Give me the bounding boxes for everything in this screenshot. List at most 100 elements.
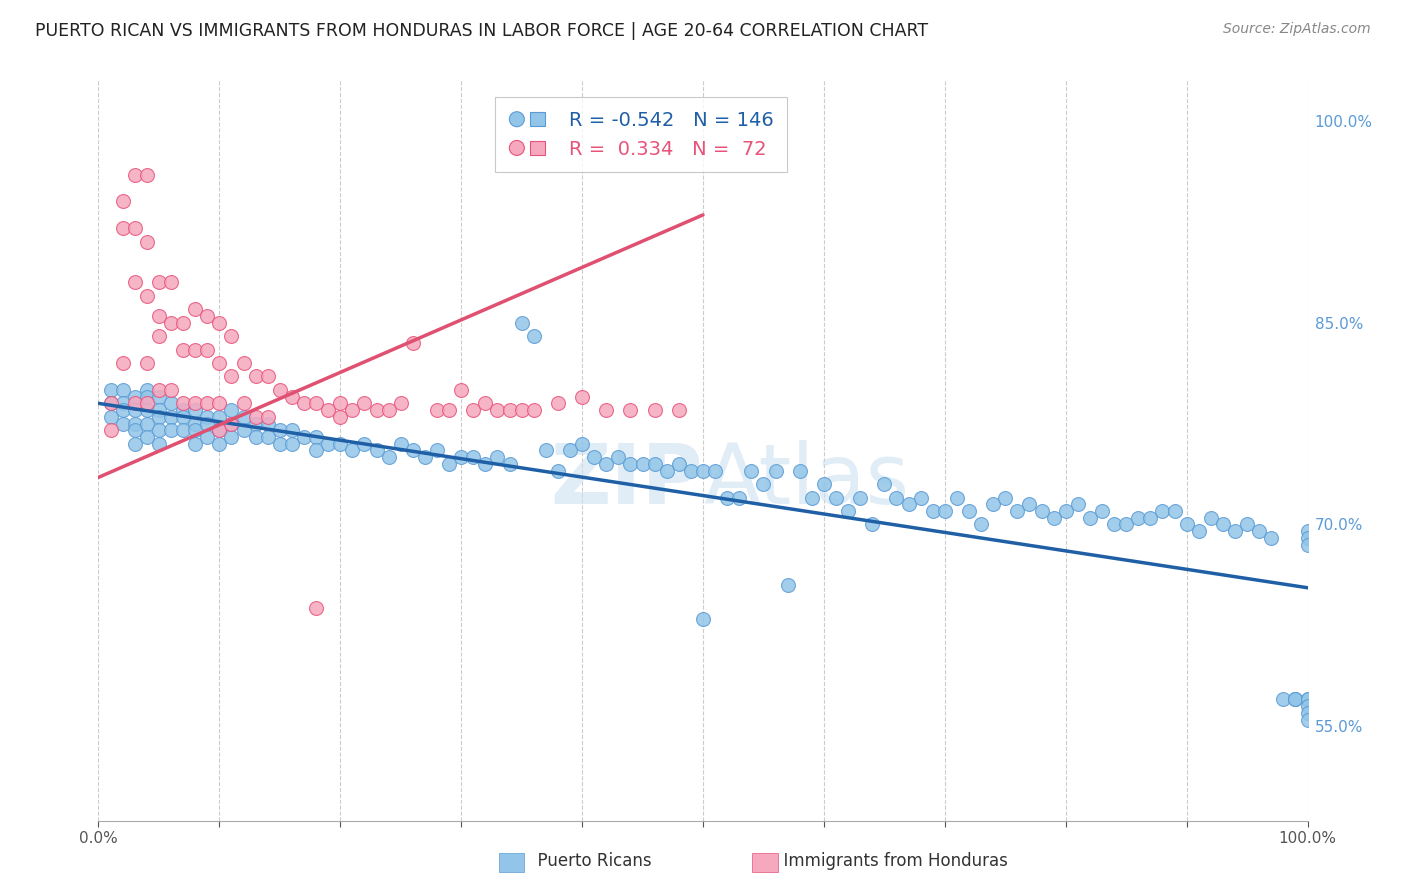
Point: [813, 477, 835, 491]
Point: [292, 430, 315, 444]
Point: [655, 464, 678, 478]
Point: [994, 491, 1017, 505]
Point: [148, 423, 170, 437]
Point: [172, 423, 194, 437]
Point: [100, 409, 122, 424]
Point: [148, 403, 170, 417]
Point: [474, 396, 496, 410]
Point: [124, 423, 146, 437]
Point: [873, 477, 896, 491]
Point: [595, 457, 617, 471]
Point: [232, 423, 254, 437]
Point: [329, 396, 352, 410]
Point: [450, 450, 472, 465]
Point: [752, 477, 775, 491]
Point: [402, 443, 425, 458]
Point: [1223, 524, 1246, 539]
Point: [305, 601, 328, 615]
Point: [160, 409, 183, 424]
Point: [135, 417, 157, 431]
Point: [316, 436, 339, 450]
Point: [160, 383, 183, 397]
Point: [208, 423, 231, 437]
Point: [172, 396, 194, 410]
Point: [172, 409, 194, 424]
Point: [184, 423, 207, 437]
Text: Puerto Ricans: Puerto Ricans: [527, 852, 652, 870]
Point: [595, 403, 617, 417]
Point: [184, 403, 207, 417]
Point: [281, 390, 304, 404]
Point: [437, 403, 460, 417]
Point: [1284, 692, 1306, 706]
Point: [740, 464, 762, 478]
Point: [498, 457, 520, 471]
Point: [353, 396, 375, 410]
Point: [221, 417, 243, 431]
Point: [897, 497, 920, 511]
Point: [1296, 713, 1319, 727]
Point: [305, 430, 328, 444]
Point: [195, 430, 218, 444]
Point: [679, 464, 702, 478]
Point: [837, 504, 859, 518]
Point: [1296, 692, 1319, 706]
Point: [245, 409, 267, 424]
Point: [100, 423, 122, 437]
Text: PUERTO RICAN VS IMMIGRANTS FROM HONDURAS IN LABOR FORCE | AGE 20-64 CORRELATION : PUERTO RICAN VS IMMIGRANTS FROM HONDURAS…: [35, 22, 928, 40]
Point: [160, 396, 183, 410]
Point: [571, 436, 593, 450]
Point: [256, 430, 278, 444]
Point: [148, 436, 170, 450]
Point: [1284, 692, 1306, 706]
Point: [523, 329, 546, 343]
Point: [135, 403, 157, 417]
Point: [389, 396, 412, 410]
Point: [184, 396, 207, 410]
Point: [1296, 699, 1319, 714]
Point: [692, 612, 714, 626]
Point: [1067, 497, 1090, 511]
Text: Immigrants from Honduras: Immigrants from Honduras: [773, 852, 1008, 870]
Point: [1163, 504, 1185, 518]
Point: [148, 329, 170, 343]
Point: [1152, 504, 1174, 518]
Point: [111, 356, 134, 370]
Point: [195, 417, 218, 431]
Point: [463, 450, 485, 465]
Point: [208, 409, 231, 424]
Point: [305, 396, 328, 410]
Point: [981, 497, 1004, 511]
Point: [160, 316, 183, 330]
Point: [135, 390, 157, 404]
Point: [329, 409, 352, 424]
Point: [534, 443, 557, 458]
Point: [921, 504, 943, 518]
Point: [342, 443, 364, 458]
Point: [184, 417, 207, 431]
Text: Atlas: Atlas: [703, 440, 910, 521]
Point: [195, 409, 218, 424]
Point: [463, 403, 485, 417]
Legend: R = -0.542   N = 146, R =  0.334   N =  72: R = -0.542 N = 146, R = 0.334 N = 72: [495, 97, 787, 172]
Point: [1236, 517, 1258, 532]
Point: [245, 417, 267, 431]
Point: [148, 383, 170, 397]
Point: [728, 491, 751, 505]
Point: [510, 403, 533, 417]
Point: [607, 450, 630, 465]
Point: [342, 403, 364, 417]
Point: [547, 396, 569, 410]
Point: [148, 275, 170, 289]
Point: [1284, 692, 1306, 706]
Point: [558, 443, 581, 458]
Point: [124, 417, 146, 431]
Point: [172, 343, 194, 357]
Point: [329, 436, 352, 450]
Point: [377, 450, 399, 465]
Point: [692, 464, 714, 478]
Point: [111, 221, 134, 235]
Point: [124, 275, 146, 289]
Point: [256, 417, 278, 431]
Point: [281, 436, 304, 450]
